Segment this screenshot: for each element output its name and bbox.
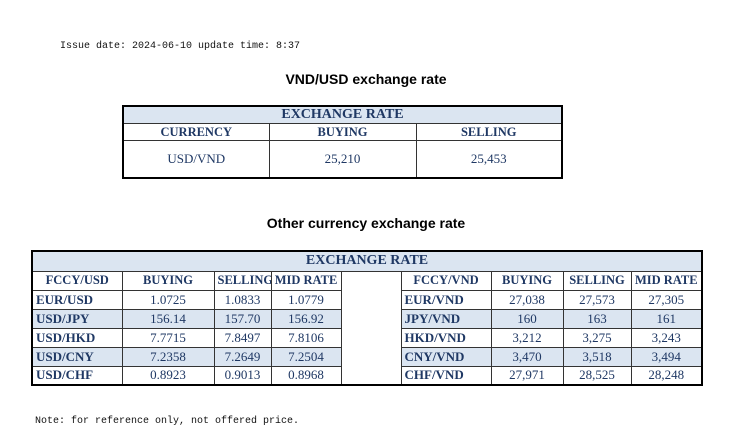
column-header: MID RATE bbox=[270, 270, 342, 291]
cell: 7.2358 bbox=[121, 346, 215, 367]
spacer bbox=[340, 309, 402, 328]
cell: 28,525 bbox=[562, 365, 632, 386]
pair-name: JPY/VND bbox=[400, 308, 492, 329]
cell: 3,470 bbox=[490, 346, 564, 367]
cell: 27,971 bbox=[490, 365, 564, 386]
cell: USD/VND bbox=[122, 140, 270, 178]
column-row: CURRENCY BUYING SELLING bbox=[122, 123, 563, 141]
cell: 1.0779 bbox=[270, 289, 342, 310]
cell: 0.8968 bbox=[270, 365, 342, 386]
cell: 1.0833 bbox=[213, 289, 272, 310]
cell: 27,305 bbox=[630, 289, 703, 310]
cell: 7.7715 bbox=[121, 327, 215, 348]
table1-title: VND/USD exchange rate bbox=[285, 71, 447, 87]
table2: EXCHANGE RATE FCCY/USD BUYING SELLING MID RA… bbox=[31, 250, 704, 386]
spacer bbox=[340, 290, 402, 309]
cell: 3,275 bbox=[562, 327, 632, 348]
cell: 156.92 bbox=[270, 308, 342, 329]
data-row: USD/CHF 0.8923 0.9013 0.8968 CHF/VND 27,971 28… bbox=[31, 365, 703, 386]
pair-name: EUR/USD bbox=[31, 289, 123, 310]
spacer bbox=[340, 271, 402, 290]
column-header: FCCY/VND bbox=[400, 270, 492, 291]
pair-name: HKD/VND bbox=[400, 327, 492, 348]
cell: 0.9013 bbox=[213, 365, 272, 386]
cell: 27,573 bbox=[562, 289, 632, 310]
pair-name: EUR/VND bbox=[400, 289, 492, 310]
column-row: FCCY/USD BUYING SELLING MID RATE FCCY/VND BUY… bbox=[31, 270, 703, 291]
cell: 163 bbox=[562, 308, 632, 329]
column-header: CURRENCY bbox=[122, 123, 270, 141]
heading: EXCHANGE RATE bbox=[122, 105, 563, 124]
cell: 156.14 bbox=[121, 308, 215, 329]
cell: 27,038 bbox=[490, 289, 564, 310]
cell: 7.2649 bbox=[213, 346, 272, 367]
pair-name: USD/CHF bbox=[31, 365, 123, 386]
column-header: MID RATE bbox=[630, 270, 703, 291]
spacer bbox=[340, 366, 402, 385]
cell: 1.0725 bbox=[121, 289, 215, 310]
column-header: BUYING bbox=[268, 123, 417, 141]
issue-date: Issue date: 2024-06-10 update time: 8:37 bbox=[60, 41, 301, 52]
cell: 157.70 bbox=[213, 308, 272, 329]
heading-row: EXCHANGE RATE bbox=[31, 250, 703, 272]
cell: 161 bbox=[630, 308, 703, 329]
data-row: USD/CNY 7.2358 7.2649 7.2504 CNY/VND 3,470 3,5… bbox=[31, 346, 703, 367]
cell: 3,494 bbox=[630, 346, 703, 367]
note: Note: for reference only, not offered pr… bbox=[35, 416, 300, 427]
cell: 7.2504 bbox=[270, 346, 342, 367]
column-header: BUYING bbox=[121, 270, 215, 291]
data-row: USD/VND 25,210 25,453 bbox=[122, 140, 563, 178]
pair-name: CHF/VND bbox=[400, 365, 492, 386]
column-header: FCCY/USD bbox=[31, 270, 123, 291]
data-row: EUR/USD 1.0725 1.0833 1.0779 EUR/VND 27,038 27… bbox=[31, 289, 703, 310]
data-row: USD/HKD 7.7715 7.8497 7.8106 HKD/VND 3,212 3,2… bbox=[31, 327, 703, 348]
data-row: USD/JPY 156.14 157.70 156.92 JPY/VND 160 163 16… bbox=[31, 308, 703, 329]
heading-row: EXCHANGE RATE bbox=[122, 105, 563, 124]
cell: 7.8497 bbox=[213, 327, 272, 348]
table1: EXCHANGE RATE CURRENCY BUYING SELLING USD/VN… bbox=[122, 105, 563, 179]
cell: 3,212 bbox=[490, 327, 564, 348]
pair-name: CNY/VND bbox=[400, 346, 492, 367]
spacer bbox=[340, 328, 402, 347]
cell: 3,243 bbox=[630, 327, 703, 348]
column-header: SELLING bbox=[213, 270, 272, 291]
column-header: BUYING bbox=[490, 270, 564, 291]
cell: 160 bbox=[490, 308, 564, 329]
cell: 0.8923 bbox=[121, 365, 215, 386]
cell: 7.8106 bbox=[270, 327, 342, 348]
column-header: SELLING bbox=[562, 270, 632, 291]
pair-name: USD/JPY bbox=[31, 308, 123, 329]
cell: 3,518 bbox=[562, 346, 632, 367]
spacer bbox=[340, 347, 402, 366]
pair-name: USD/CNY bbox=[31, 346, 123, 367]
column-header: SELLING bbox=[415, 123, 563, 141]
pair-name: USD/HKD bbox=[31, 327, 123, 348]
cell: 25,453 bbox=[415, 140, 563, 178]
heading: EXCHANGE RATE bbox=[31, 250, 703, 272]
table2-title: Other currency exchange rate bbox=[266, 215, 466, 231]
cell: 28,248 bbox=[630, 365, 703, 386]
cell: 25,210 bbox=[268, 140, 417, 178]
